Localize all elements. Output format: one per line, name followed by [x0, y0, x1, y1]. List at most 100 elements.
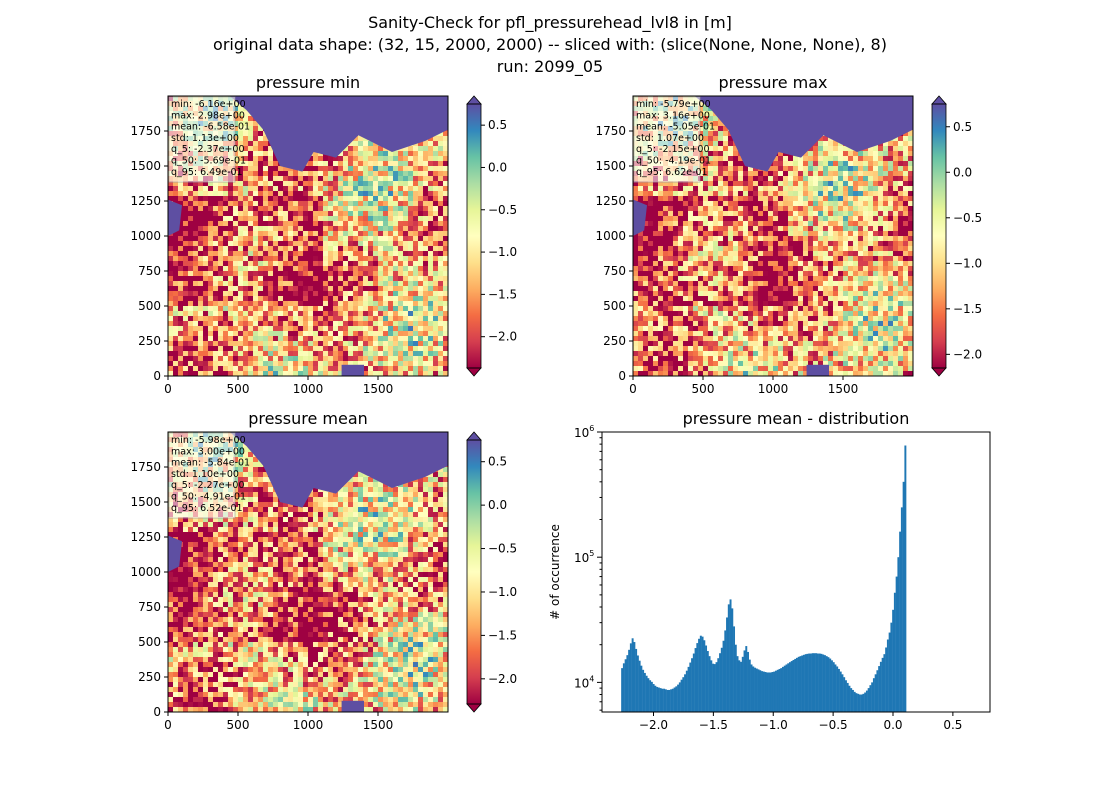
map-cell	[373, 266, 379, 272]
map-cell	[853, 181, 859, 187]
map-cell	[733, 196, 739, 202]
map-cell	[383, 261, 389, 267]
map-cell	[388, 296, 394, 302]
map-cell	[258, 366, 264, 372]
map-cell	[208, 261, 214, 267]
map-cell	[413, 161, 419, 167]
map-cell	[708, 236, 714, 242]
map-cell	[438, 321, 444, 327]
map-cell	[788, 226, 794, 232]
map-cell	[248, 181, 254, 187]
map-cell	[713, 126, 719, 132]
map-cell	[828, 166, 834, 172]
map-cell	[238, 156, 244, 162]
map-cell	[403, 156, 409, 162]
map-cell	[213, 196, 219, 202]
map-cell	[898, 211, 904, 217]
map-cell	[873, 161, 879, 167]
map-cell	[423, 206, 429, 212]
map-cell	[393, 236, 399, 242]
map-cell	[698, 146, 704, 152]
map-cell	[403, 186, 409, 192]
map-cell	[668, 181, 674, 187]
map-cell	[323, 276, 329, 282]
map-cell	[328, 286, 334, 292]
map-cell	[808, 206, 814, 212]
map-cell	[338, 346, 344, 352]
map-cell	[273, 221, 279, 227]
map-cell	[353, 236, 359, 242]
map-cell	[428, 276, 434, 282]
map-cell	[703, 171, 709, 177]
map-cell	[443, 356, 448, 362]
map-cell	[363, 371, 369, 376]
map-cell	[418, 371, 424, 376]
map-cell	[428, 371, 434, 376]
map-cell	[253, 351, 259, 357]
map-cell	[223, 211, 229, 217]
map-cell	[403, 346, 409, 352]
map-cell	[403, 366, 409, 372]
map-cell	[693, 246, 699, 252]
map-cell	[348, 156, 354, 162]
map-cell	[368, 351, 374, 357]
map-cell	[388, 231, 394, 237]
map-cell	[718, 156, 724, 162]
map-cell	[353, 196, 359, 202]
map-cell	[243, 301, 249, 307]
map-cell	[898, 166, 904, 172]
map-cell	[218, 221, 224, 227]
map-cell	[243, 191, 249, 197]
map-cell	[313, 236, 319, 242]
map-cell	[178, 286, 184, 292]
map-cell	[218, 336, 224, 342]
map-cell	[863, 221, 869, 227]
map-cell	[198, 286, 204, 292]
map-cell	[173, 356, 179, 362]
map-cell	[373, 246, 379, 252]
map-cell	[663, 246, 669, 252]
map-cell	[783, 166, 789, 172]
map-cell	[193, 306, 199, 312]
map-cell	[433, 306, 439, 312]
map-cell	[778, 226, 784, 232]
map-cell	[238, 266, 244, 272]
map-cell	[318, 366, 324, 372]
map-cell	[173, 316, 179, 322]
map-cell	[373, 316, 379, 322]
map-cell	[208, 321, 214, 327]
map-cell	[728, 186, 734, 192]
map-cell	[213, 336, 219, 342]
map-cell	[768, 201, 774, 207]
map-cell	[228, 191, 234, 197]
map-cell	[793, 221, 799, 227]
map-cell	[783, 156, 789, 162]
map-cell	[188, 216, 194, 222]
map-cell	[648, 251, 654, 257]
map-cell	[258, 171, 264, 177]
map-cell	[858, 236, 864, 242]
map-cell	[278, 236, 284, 242]
map-cell	[668, 221, 674, 227]
map-cell	[263, 191, 269, 197]
map-cell	[378, 151, 384, 157]
map-cell	[333, 256, 339, 262]
map-cell	[728, 221, 734, 227]
map-cell	[223, 356, 229, 362]
map-cell	[358, 301, 364, 307]
map-cell	[413, 206, 419, 212]
map-cell	[903, 146, 909, 152]
map-cell	[318, 331, 324, 337]
map-cell	[313, 166, 319, 172]
map-cell	[268, 166, 274, 172]
map-cell	[353, 291, 359, 297]
map-cell	[353, 356, 359, 362]
map-cell	[343, 186, 349, 192]
map-cell	[248, 336, 254, 342]
map-cell	[648, 186, 654, 192]
map-cell	[373, 281, 379, 287]
map-cell	[363, 331, 369, 337]
map-cell	[273, 256, 279, 262]
map-cell	[658, 211, 664, 217]
map-cell	[273, 306, 279, 312]
